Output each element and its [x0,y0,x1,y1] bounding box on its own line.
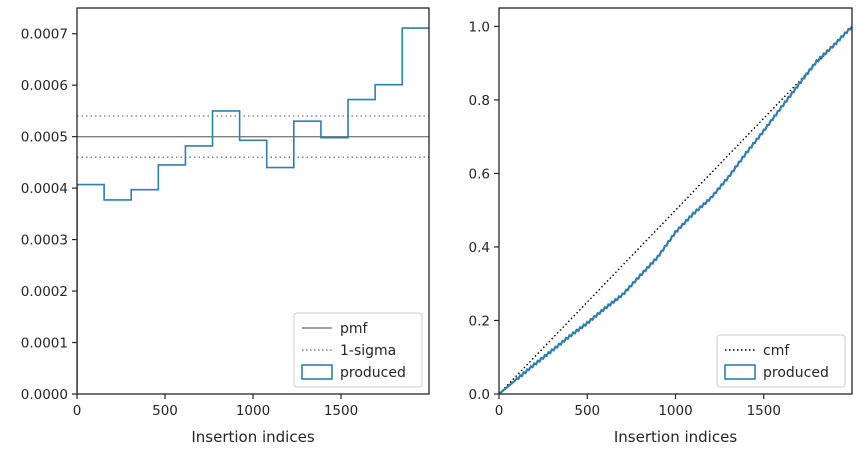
x-tick-label: 1000 [236,403,270,419]
produced-histogram [77,27,429,394]
x-axis-label: Insertion indices [191,428,314,446]
legend-box [293,312,423,388]
legend-label-produced: produced [340,365,406,381]
y-tick-label: 0.0005 [21,130,68,146]
legend: pmf 1-sigma produced [293,312,423,388]
y-tick-label: 0.0003 [21,233,68,249]
legend-swatch-produced [301,364,333,380]
plot-area [77,27,429,394]
x-tick-label: 1500 [324,403,358,419]
legend-label-sigma: 1-sigma [340,343,396,359]
x-tick-label: 1500 [747,403,781,419]
y-tick-label: 0.0006 [21,78,68,94]
x-tick-label: 0 [495,403,504,419]
legend-swatch-produced [724,364,756,380]
y-tick-label: 0.0000 [21,387,68,403]
x-tick-label: 500 [152,403,178,419]
x-tick-label: 500 [574,403,600,419]
cmf-line [499,25,852,394]
plot-area [499,25,852,394]
legend-label-produced: produced [763,365,829,381]
legend: cmf produced [716,334,846,388]
chart-panel-1: 0 500 1000 1500 0.0000 0.0001 0.0002 0.0003 0.00… [21,7,430,446]
y-tick-label: 0.2 [469,313,490,329]
y-tick-label: 0.0004 [21,181,68,197]
chart-panel-2: 0 500 1000 1500 0.0 0.2 0.4 0.6 0.8 1.0 Insertion … [469,7,853,446]
y-tick-label: 1.0 [469,19,490,35]
produced-cumulative-line [499,25,852,394]
y-tick-label: 0.0002 [21,284,68,300]
x-tick-label: 1000 [658,403,692,419]
x-axis-label: Insertion indices [614,428,737,446]
y-tick-label: 0.4 [469,240,490,256]
legend-label-cmf: cmf [763,343,790,359]
y-tick-label: 0.8 [469,93,490,109]
y-tick-label: 0.0 [469,387,490,403]
y-tick-label: 0.0007 [21,27,68,43]
y-tick-label: 0.6 [469,166,490,182]
x-tick-label: 0 [73,403,82,419]
legend-box [716,334,846,388]
legend-label-pmf: pmf [340,321,369,337]
y-tick-label: 0.0001 [21,336,68,352]
